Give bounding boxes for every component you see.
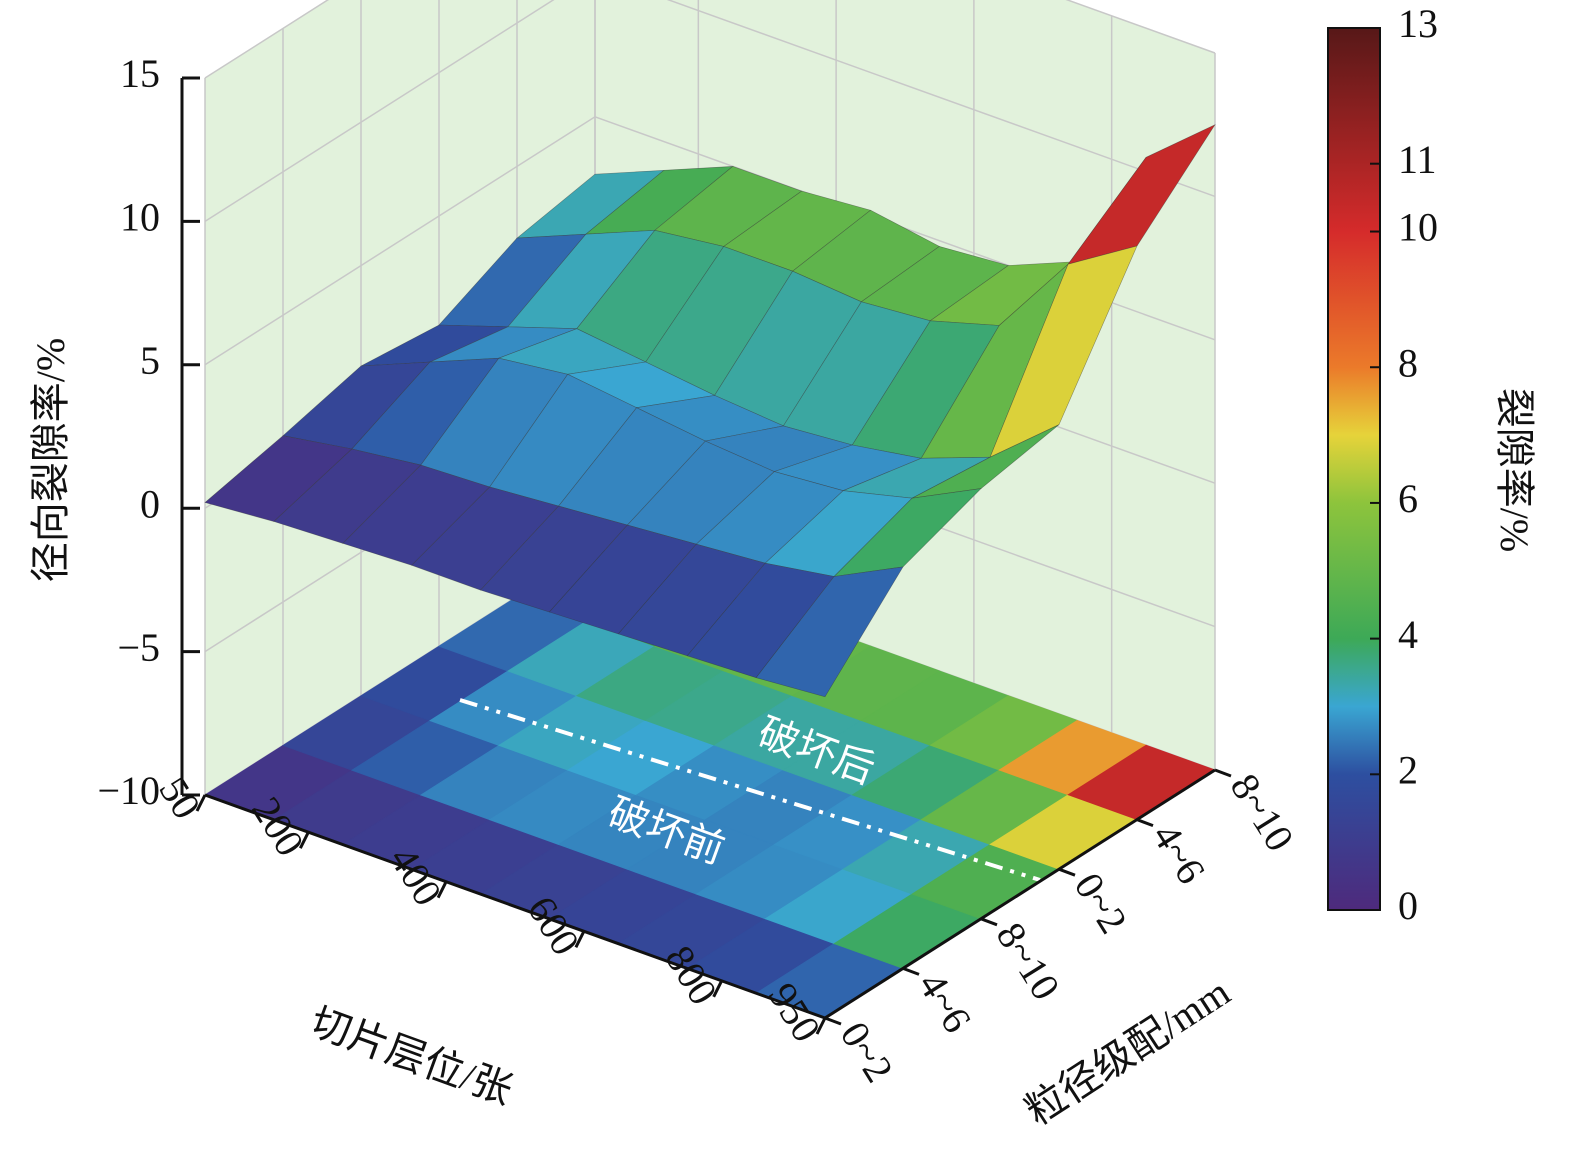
colorbar-tick-label: 0 <box>1398 883 1418 928</box>
z-axis-label: 径向裂隙率/% <box>28 338 73 582</box>
y-tick-label: 4~6 <box>1144 815 1215 891</box>
z-tick-label: 0 <box>140 481 160 526</box>
y-tick-label: 0~2 <box>832 1014 903 1090</box>
z-tick-label: 5 <box>140 338 160 383</box>
y-tick <box>1136 818 1154 828</box>
colorbar-tick-label: 2 <box>1398 747 1418 792</box>
colorbar-tick-label: 10 <box>1398 205 1438 250</box>
grid-line <box>204 0 1216 223</box>
axis-line <box>824 768 1216 1020</box>
x-tick <box>815 1017 827 1035</box>
y-tick <box>980 917 998 927</box>
surface-cell <box>755 566 904 698</box>
z-tick-label: 10 <box>120 195 160 240</box>
colorbar-tick-label: 8 <box>1398 340 1418 385</box>
divider-line <box>459 698 1041 882</box>
z-tick-label: −5 <box>117 625 160 670</box>
x-tick <box>574 930 586 948</box>
y-tick <box>824 1016 842 1026</box>
x-tick <box>195 794 207 812</box>
colorbar-title: 裂隙率/% <box>1492 388 1537 552</box>
y-tick-label: 0~2 <box>1066 865 1137 941</box>
y-tick <box>902 966 920 976</box>
x-tick <box>436 881 448 899</box>
colorbar-tick-label: 13 <box>1398 1 1438 46</box>
z-tick-label: −10 <box>97 768 160 813</box>
y-tick-label: 4~6 <box>910 964 981 1040</box>
colorbar-tick-label: 6 <box>1398 476 1418 521</box>
y-tick <box>1058 867 1076 877</box>
colorbar-tick-label: 11 <box>1398 137 1437 182</box>
z-tick-label: 15 <box>120 51 160 96</box>
surface <box>204 123 1216 698</box>
colorbar <box>1327 27 1381 911</box>
colorbar-tick-label: 4 <box>1398 612 1418 657</box>
y-tick-label: 8~10 <box>1222 766 1303 859</box>
x-axis-label: 切片层位/张 <box>305 999 519 1114</box>
y-tick-label: 8~10 <box>988 915 1069 1008</box>
x-tick <box>298 831 310 849</box>
x-tick <box>712 980 724 998</box>
y-tick <box>1214 768 1232 778</box>
